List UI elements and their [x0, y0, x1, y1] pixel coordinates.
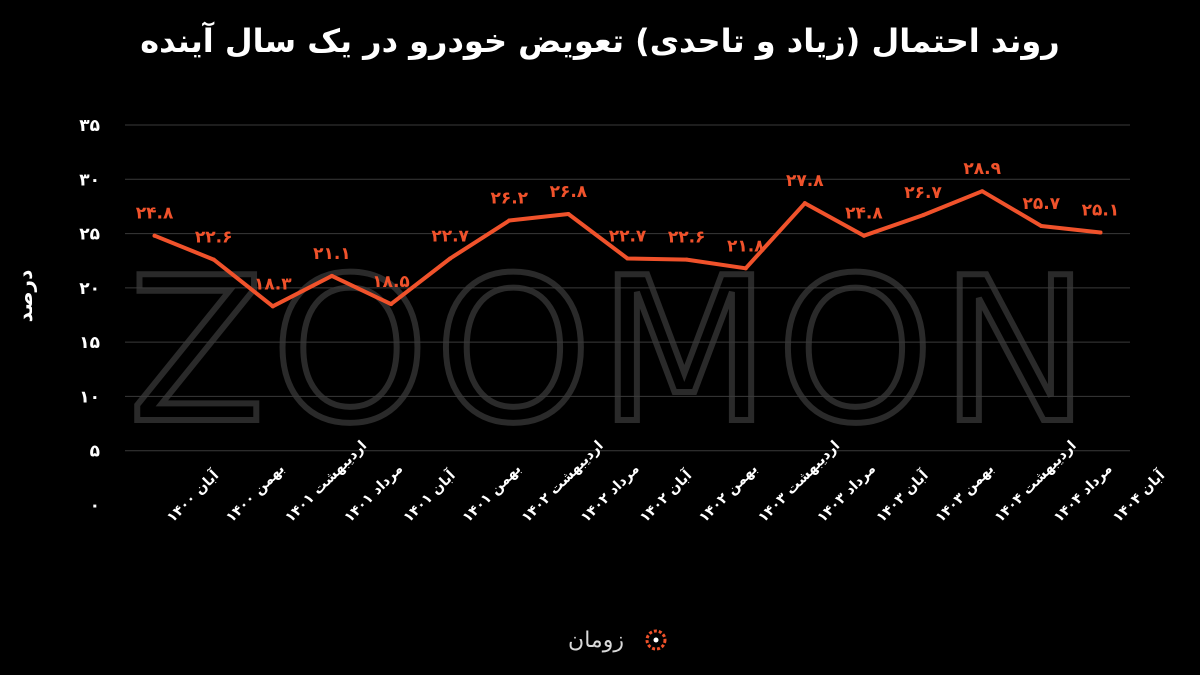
data-point — [980, 189, 985, 194]
data-label: ۲۵.۷ — [1023, 194, 1061, 214]
data-label: ۲۵.۱ — [1082, 200, 1120, 220]
y-tick-label: ۲۰ — [79, 279, 100, 299]
data-label: ۲۲.۶ — [195, 228, 233, 248]
watermark-text: ZOOMON — [128, 235, 1095, 468]
data-label: ۲۶.۸ — [550, 182, 588, 202]
data-label: ۲۴.۸ — [136, 204, 174, 224]
x-tick-label: مرداد ۱۴۰۴ — [1051, 461, 1116, 526]
data-label: ۲۲.۷ — [609, 227, 647, 247]
brand-mark-icon — [645, 629, 667, 651]
x-tick-label: مرداد ۱۴۰۲ — [578, 461, 643, 526]
y-axis-ticks: ۰ ۵ ۱۰ ۱۵ ۲۰ ۲۵ ۳۰ ۳۵ — [79, 116, 100, 516]
data-label: ۲۲.۶ — [668, 228, 706, 248]
data-point — [921, 213, 926, 218]
data-point — [507, 218, 512, 223]
data-label: ۱۸.۵ — [372, 272, 410, 292]
data-point — [448, 256, 453, 261]
data-labels: ۲۴.۸ ۲۲.۶ ۱۸.۳ ۲۱.۱ ۱۸.۵ ۲۲.۷ ۲۶.۲ ۲۶.۸ ۲۲.۷ ۲۲.۶… — [136, 159, 1119, 294]
data-point — [270, 304, 275, 309]
chart-title: روند احتمال (زیاد و تاحدی) تعویض خودرو د… — [140, 21, 1059, 60]
y-axis-label: درصد — [13, 270, 37, 323]
y-tick-label: ۳۵ — [79, 116, 100, 136]
data-label: ۲۲.۷ — [431, 227, 469, 247]
data-point — [211, 257, 216, 262]
data-point — [389, 302, 394, 307]
x-tick-label: بهمن ۱۴۰۰ — [223, 461, 288, 526]
data-label: ۱۸.۳ — [254, 274, 292, 294]
data-point — [743, 266, 748, 271]
data-label: ۲۷.۸ — [786, 171, 824, 191]
y-tick-label: ۲۵ — [79, 225, 100, 245]
y-tick-label: ۰ — [90, 496, 100, 516]
x-tick-label: آبان ۱۴۰۰ — [163, 465, 223, 525]
data-label: ۲۴.۸ — [845, 204, 883, 224]
data-point — [861, 233, 866, 238]
data-point — [152, 233, 157, 238]
y-tick-label: ۱۰ — [79, 387, 100, 407]
data-label: ۲۱.۸ — [727, 236, 765, 256]
x-tick-label: مرداد ۱۴۰۱ — [341, 461, 406, 526]
x-tick-label: آبان ۱۴۰۲ — [636, 465, 696, 525]
data-label: ۲۶.۷ — [904, 183, 942, 203]
data-label: ۲۶.۲ — [490, 189, 528, 209]
series-layer — [152, 189, 1103, 309]
x-tick-label: مرداد ۱۴۰۳ — [814, 461, 879, 526]
brand-name: زومان — [568, 628, 624, 653]
data-point — [329, 273, 334, 278]
grid-layer — [125, 124, 1130, 452]
data-point — [625, 256, 630, 261]
data-label: ۲۱.۱ — [313, 244, 351, 264]
x-tick-label: بهمن ۱۴۰۳ — [933, 461, 998, 526]
brand-logo: زومان — [568, 628, 667, 653]
x-tick-label: آبان ۱۴۰۳ — [872, 465, 932, 525]
x-tick-label: بهمن ۱۴۰۱ — [460, 461, 525, 526]
y-tick-label: ۳۰ — [79, 170, 100, 190]
data-point — [684, 257, 689, 262]
data-point — [1098, 230, 1103, 235]
x-tick-label: آبان ۱۴۰۴ — [1109, 465, 1169, 525]
y-tick-label: ۱۵ — [79, 333, 100, 353]
data-point — [566, 212, 571, 217]
y-tick-label: ۵ — [90, 442, 100, 462]
data-point — [802, 201, 807, 206]
data-point — [1039, 223, 1044, 228]
x-tick-label: آبان ۱۴۰۱ — [399, 465, 459, 525]
x-tick-label: بهمن ۱۴۰۲ — [696, 461, 761, 526]
data-label: ۲۸.۹ — [963, 159, 1001, 179]
